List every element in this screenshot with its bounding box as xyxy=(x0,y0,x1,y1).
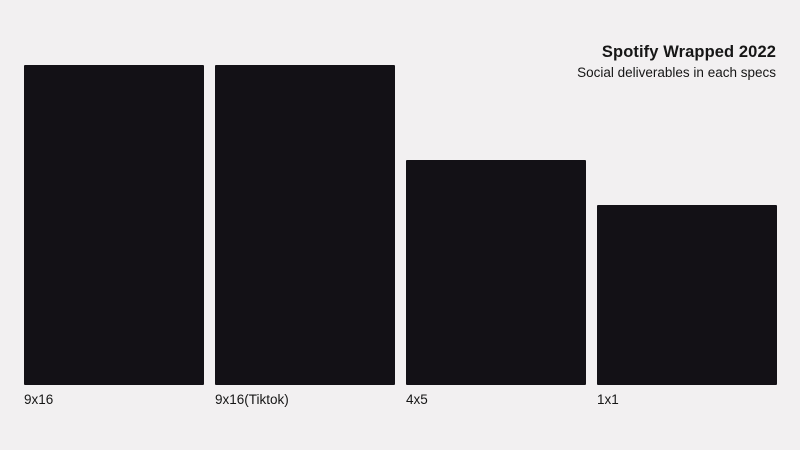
chart-header: Spotify Wrapped 2022 Social deliverables… xyxy=(577,42,776,83)
bar-9x16 xyxy=(24,65,204,385)
bar-label-9x16: 9x16 xyxy=(24,392,54,407)
bar-label-1x1: 1x1 xyxy=(597,392,619,407)
bar-9x16-tiktok xyxy=(215,65,395,385)
chart-subtitle: Social deliverables in each specs xyxy=(577,65,776,80)
bar-4x5 xyxy=(406,160,586,385)
chart-title: Spotify Wrapped 2022 xyxy=(601,43,776,61)
bar-group-9x16-tiktok: 9x16(Tiktok) xyxy=(215,65,395,408)
bars-row: 9x16 9x16(Tiktok) 4x5 1x1 xyxy=(24,65,777,408)
bar-group-1x1: 1x1 xyxy=(597,205,777,408)
bar-group-9x16: 9x16 xyxy=(24,65,204,408)
bar-label-9x16-tiktok: 9x16(Tiktok) xyxy=(215,392,289,407)
bar-label-4x5: 4x5 xyxy=(406,392,428,407)
bar-1x1 xyxy=(597,205,777,385)
bar-group-4x5: 4x5 xyxy=(406,160,586,408)
